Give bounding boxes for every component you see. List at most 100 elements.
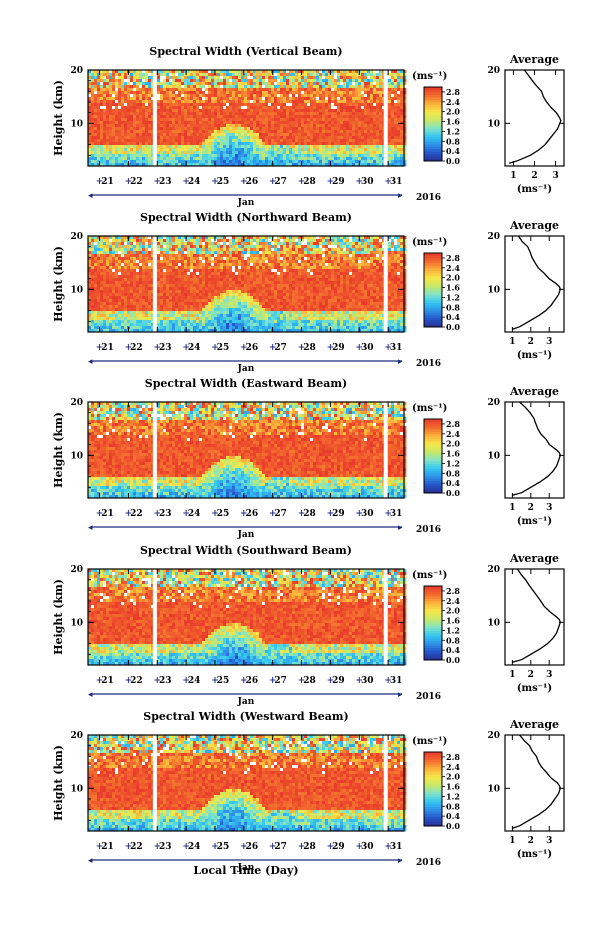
heatmap-cell: [223, 88, 227, 92]
heatmap-cell: [106, 79, 110, 83]
heatmap-cell: [136, 302, 140, 306]
heatmap-cell: [346, 109, 350, 113]
heatmap-cell: [211, 299, 215, 303]
heatmap-cell: [94, 139, 98, 143]
heatmap-cell: [133, 281, 137, 285]
heatmap-cell: [139, 239, 143, 243]
heatmap-cell: [352, 109, 356, 113]
heatmap-cell: [250, 109, 254, 113]
heatmap-cell: [175, 112, 179, 116]
gap-cell: [322, 76, 326, 80]
heatmap-cell: [394, 70, 398, 74]
heatmap-cell: [118, 73, 122, 77]
heatmap-cell: [130, 305, 134, 309]
heatmap-cell: [220, 133, 224, 137]
heatmap-cell: [172, 320, 176, 324]
heatmap-cell: [286, 91, 290, 95]
heatmap-cell: [133, 266, 137, 270]
heatmap-cell: [202, 305, 206, 309]
heatmap-cell: [166, 127, 170, 131]
heatmap-cell: [280, 103, 284, 107]
heatmap-cell: [373, 109, 377, 113]
heatmap-cell: [169, 109, 173, 113]
heatmap-cell: [256, 73, 260, 77]
heatmap-cell: [229, 148, 233, 152]
heatmap-cell: [121, 251, 125, 255]
heatmap-cell: [145, 145, 149, 149]
heatmap-cell: [301, 121, 305, 125]
heatmap-cell: [337, 100, 341, 104]
heatmap-cell: [259, 85, 263, 89]
heatmap-cell: [256, 145, 260, 149]
heatmap-cell: [175, 160, 179, 164]
heatmap-cell: [253, 73, 257, 77]
heatmap-cell: [223, 115, 227, 119]
heatmap-cell: [178, 130, 182, 134]
heatmap-cell: [304, 154, 308, 158]
heatmap-cell: [370, 154, 374, 158]
heatmap-cell: [103, 269, 107, 273]
heatmap-cell: [163, 163, 167, 167]
heatmap-cell: [142, 248, 146, 252]
heatmap-cell: [160, 115, 164, 119]
heatmap-cell: [394, 112, 398, 116]
heatmap-cell: [109, 148, 113, 152]
heatmap-cell: [103, 272, 107, 276]
heatmap-cell: [259, 103, 263, 107]
heatmap-cell: [103, 85, 107, 89]
heatmap-cell: [355, 97, 359, 101]
heatmap-cell: [121, 133, 125, 137]
heatmap-cell: [298, 130, 302, 134]
heatmap-cell: [103, 103, 107, 107]
heatmap-cell: [169, 278, 173, 282]
heatmap-cell: [103, 257, 107, 261]
heatmap-cell: [364, 142, 368, 146]
heatmap-cell: [310, 97, 314, 101]
heatmap-cell: [199, 269, 203, 273]
heatmap-cell: [298, 97, 302, 101]
heatmap-cell: [286, 127, 290, 131]
heatmap-cell: [199, 296, 203, 300]
heatmap-cell: [148, 106, 152, 110]
heatmap-cell: [394, 115, 398, 119]
heatmap-cell: [148, 260, 152, 264]
heatmap-cell: [340, 157, 344, 161]
heatmap-cell: [400, 139, 404, 143]
heatmap-cell: [259, 145, 263, 149]
heatmap-cell: [319, 118, 323, 122]
heatmap-cell: [217, 109, 221, 113]
gap-cell: [139, 85, 143, 89]
heatmap-cell: [112, 142, 116, 146]
heatmap-cell: [103, 91, 107, 95]
heatmap-cell: [367, 124, 371, 128]
heatmap-cell: [259, 73, 263, 77]
heatmap-cell: [94, 151, 98, 155]
heatmap-cell: [265, 82, 269, 86]
heatmap-cell: [127, 278, 131, 282]
heatmap-cell: [97, 124, 101, 128]
heatmap-cell: [382, 85, 386, 89]
heatmap-cell: [403, 112, 407, 116]
heatmap-cell: [346, 79, 350, 83]
heatmap-cell: [211, 266, 215, 270]
heatmap-cell: [115, 314, 119, 318]
heatmap-cell: [169, 145, 173, 149]
heatmap-cell: [259, 151, 263, 155]
heatmap-cell: [184, 257, 188, 261]
heatmap-cell: [193, 163, 197, 167]
heatmap-cell: [166, 154, 170, 158]
heatmap-cell: [286, 136, 290, 140]
heatmap-cell: [106, 329, 110, 333]
heatmap-cell: [217, 329, 221, 333]
heatmap-cell: [361, 145, 365, 149]
heatmap-cell: [145, 278, 149, 282]
heatmap-cell: [250, 151, 254, 155]
heatmap-cell: [175, 236, 179, 240]
heatmap-cell: [397, 73, 401, 77]
heatmap-cell: [202, 70, 206, 74]
heatmap-cell: [91, 302, 95, 306]
heatmap-cell: [145, 290, 149, 294]
heatmap-cell: [142, 151, 146, 155]
heatmap-cell: [106, 320, 110, 324]
heatmap-cell: [298, 73, 302, 77]
